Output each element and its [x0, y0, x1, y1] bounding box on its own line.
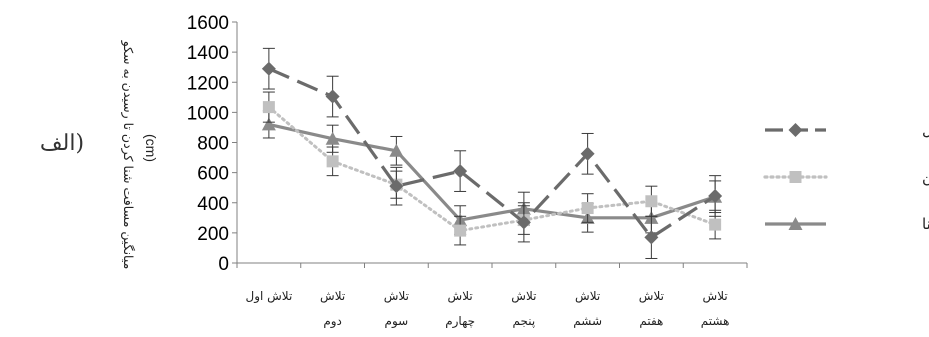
- x-category-label: سوم: [385, 314, 409, 329]
- y-tick-label: 1200: [187, 73, 229, 94]
- data-point: [708, 188, 723, 203]
- x-category-label: تلاش: [703, 289, 728, 304]
- data-point: [454, 224, 467, 237]
- y-tick-label: 1000: [187, 103, 229, 124]
- x-category-label: تلاش: [320, 289, 345, 304]
- y-axis: 0 200 400 600 800 1000 1200 1400 1600: [187, 13, 238, 275]
- series-0: [261, 47, 723, 259]
- x-category-label: تلاش: [384, 289, 409, 304]
- data-point: [261, 117, 276, 131]
- panel-label: (الف: [40, 131, 84, 156]
- y-tick-label: 400: [197, 194, 229, 215]
- series-line: [268, 67, 716, 239]
- plot-area: [261, 47, 723, 259]
- y-tick-label: 1600: [187, 13, 229, 34]
- y-tick-label: 800: [197, 134, 229, 155]
- x-category-label: هفتم: [639, 314, 663, 328]
- data-point: [581, 202, 594, 215]
- series-line: [267, 105, 717, 233]
- series-line: [268, 122, 716, 222]
- x-category-label: دوم: [323, 314, 342, 329]
- x-category-label: تلاش: [639, 289, 664, 304]
- legend-label: گروه شنا: [922, 215, 929, 233]
- x-axis: تلاش اول تلاش دوم تلاش سوم تلاش چهارم تلاش پنجم ت…: [236, 262, 748, 329]
- legend-label: گروه کنترل: [922, 121, 929, 139]
- legend-marker: [789, 171, 802, 183]
- x-category-label: ششم: [573, 314, 602, 328]
- data-point: [516, 215, 531, 230]
- data-point: [261, 61, 276, 76]
- x-category-label: تلاش اول: [245, 289, 292, 304]
- data-point: [326, 155, 339, 168]
- data-point: [389, 143, 404, 157]
- x-category-label: تلاش: [511, 289, 536, 304]
- data-point: [389, 179, 404, 194]
- x-category-label: تلاش: [448, 289, 473, 304]
- data-point: [325, 131, 340, 145]
- data-point: [645, 195, 658, 208]
- legend-marker: [788, 217, 803, 230]
- legend: گروه کنترل گروه کورکومین گروه شنا: [763, 121, 929, 233]
- legend-label: گروه کورکومین: [922, 168, 929, 186]
- legend-marker: [788, 123, 803, 137]
- y-tick-label: 1400: [187, 43, 229, 64]
- data-point: [325, 89, 340, 104]
- data-point: [580, 146, 595, 161]
- x-category-label: هشتم: [701, 314, 730, 328]
- data-point: [644, 230, 659, 245]
- x-category-label: تلاش: [575, 289, 600, 304]
- data-point: [453, 164, 468, 179]
- y-tick-label: 600: [197, 164, 229, 185]
- x-category-label: چهارم: [445, 314, 475, 329]
- y-axis-title: میانگین مسافت شنا کردن تا رسیدن به سکو: [120, 40, 136, 270]
- x-category-label: پنجم: [513, 314, 536, 328]
- data-point: [709, 218, 722, 231]
- y-axis-unit: (cm): [143, 134, 159, 162]
- y-tick-label: 0: [218, 254, 229, 275]
- y-tick-label: 200: [197, 224, 229, 245]
- data-point: [262, 101, 275, 114]
- series-1: [262, 91, 722, 246]
